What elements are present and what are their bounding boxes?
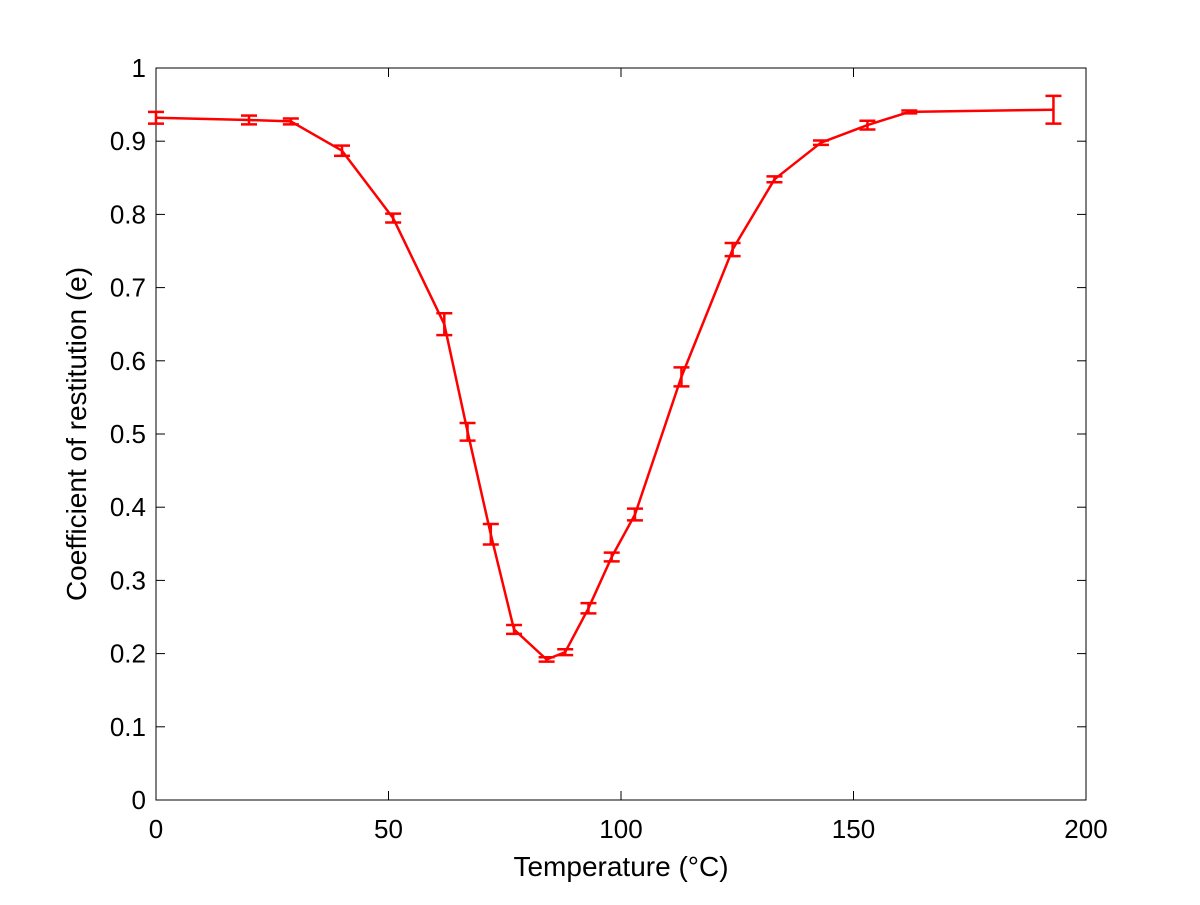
- y-tick-label: 0.6: [110, 346, 146, 376]
- y-tick-label: 0.4: [110, 492, 146, 522]
- y-axis-label: Coefficient of restitution (e): [61, 267, 92, 601]
- plot-area: [156, 68, 1086, 800]
- x-tick-label: 50: [374, 814, 403, 844]
- x-tick-label: 100: [599, 814, 642, 844]
- x-tick-label: 150: [832, 814, 875, 844]
- y-tick-label: 0.9: [110, 126, 146, 156]
- x-tick-label: 200: [1064, 814, 1107, 844]
- y-tick-label: 0.5: [110, 419, 146, 449]
- y-tick-label: 0.3: [110, 565, 146, 595]
- y-tick-label: 0.2: [110, 639, 146, 669]
- x-axis-label: Temperature (°C): [513, 851, 728, 882]
- x-tick-label: 0: [149, 814, 163, 844]
- y-tick-label: 0.1: [110, 712, 146, 742]
- y-tick-label: 0.7: [110, 273, 146, 303]
- y-tick-label: 1: [132, 53, 146, 83]
- y-tick-label: 0.8: [110, 199, 146, 229]
- y-tick-label: 0: [132, 785, 146, 815]
